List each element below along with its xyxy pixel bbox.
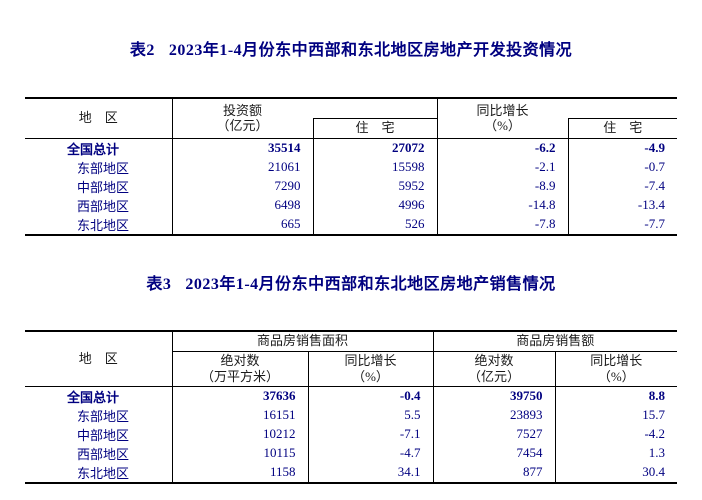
table3-title-text: 2023年1-4月份东中西部和东北地区房地产销售情况 [185, 276, 556, 293]
region-cell: 东部地区 [77, 160, 130, 176]
header-area-growth: 同比增长 （%） [307, 351, 434, 387]
value-cell: -7.7 [567, 214, 677, 235]
table-row: 西部地区 6498 4996 -14.8 -13.4 [25, 195, 677, 215]
table-row: 全国总计 35514 27072 -6.2 -4.9 [25, 138, 677, 158]
table3-title: 表3 2023年1-4月份东中西部和东北地区房地产销售情况 [0, 270, 702, 294]
value-cell: 30.4 [554, 462, 678, 483]
value-cell: 665 [171, 214, 313, 235]
value-cell: 4996 [312, 195, 437, 215]
region-cell: 全国总计 [67, 389, 120, 405]
value-cell: 6498 [171, 195, 313, 215]
value-cell: 35514 [171, 138, 313, 158]
header-spacer [568, 98, 677, 118]
value-cell: 16151 [171, 405, 308, 425]
sales-table-header: 地 区 商品房销售面积 商品房销售额 绝对数 （万平方米） 同比增长 （%） 绝… [25, 331, 678, 387]
region-cell: 西部地区 [77, 198, 130, 214]
value-cell: 7527 [432, 424, 556, 444]
value-cell: 5.5 [307, 405, 434, 425]
region-cell: 东部地区 [77, 408, 130, 424]
value-cell: 15.7 [554, 405, 678, 425]
value-cell: -13.4 [567, 195, 677, 215]
region-cell: 全国总计 [67, 141, 120, 157]
header-investment-amount: 投资额 （亿元） [172, 98, 313, 139]
value-cell: -8.9 [436, 176, 568, 196]
value-cell: -0.4 [307, 386, 434, 406]
table2-title: 表2 2023年1-4月份东中西部和东北地区房地产开发投资情况 [0, 36, 702, 60]
value-cell: -7.4 [567, 176, 677, 196]
header-sales-area-group: 商品房销售面积 [172, 331, 434, 352]
value-cell: 27072 [312, 138, 437, 158]
value-cell: 37636 [171, 386, 308, 406]
table-row: 东北地区 1158 34.1 877 30.4 [25, 462, 678, 483]
value-cell: -2.1 [436, 157, 568, 177]
value-cell: 1158 [171, 462, 308, 483]
value-cell: 23893 [432, 405, 556, 425]
region-cell: 西部地区 [77, 446, 130, 462]
value-cell: 39750 [432, 386, 556, 406]
investment-table: 地 区 投资额 （亿元） 同比增长 （%） 住 宅 住 宅 全国总计 35514… [25, 97, 677, 236]
region-cell: 东北地区 [77, 465, 130, 481]
header-area-absolute: 绝对数 （万平方米） [172, 351, 308, 387]
header-residential-growth: 住 宅 [567, 117, 677, 139]
table-row: 西部地区 10115 -4.7 7454 1.3 [25, 443, 678, 463]
header-region: 地 区 [25, 331, 173, 387]
value-cell: 10115 [171, 443, 308, 463]
table3-label: 表3 [146, 276, 172, 293]
region-cell: 中部地区 [77, 427, 130, 443]
value-cell: 8.8 [554, 386, 678, 406]
value-cell: -14.8 [436, 195, 568, 215]
table2-label: 表2 [129, 42, 155, 59]
table-row: 中部地区 10212 -7.1 7527 -4.2 [25, 424, 678, 444]
value-cell: 10212 [171, 424, 308, 444]
value-cell: -4.9 [567, 138, 677, 158]
value-cell: -7.8 [436, 214, 568, 235]
region-cell: 中部地区 [77, 179, 130, 195]
sales-table: 地 区 商品房销售面积 商品房销售额 绝对数 （万平方米） 同比增长 （%） 绝… [25, 330, 678, 484]
value-cell: -4.7 [307, 443, 434, 463]
value-cell: 34.1 [307, 462, 434, 483]
value-cell: -4.2 [554, 424, 678, 444]
value-cell: -7.1 [307, 424, 434, 444]
table-row: 中部地区 7290 5952 -8.9 -7.4 [25, 176, 677, 196]
region-cell: 东北地区 [77, 217, 130, 233]
value-cell: 7454 [432, 443, 556, 463]
value-cell: 877 [432, 462, 556, 483]
value-cell: 7290 [171, 176, 313, 196]
header-sales-amount-group: 商品房销售额 [432, 331, 678, 352]
header-spacer [313, 98, 437, 118]
investment-table-header: 地 区 投资额 （亿元） 同比增长 （%） 住 宅 住 宅 [25, 98, 677, 139]
header-yoy-growth: 同比增长 （%） [436, 98, 568, 139]
header-amount-growth: 同比增长 （%） [554, 351, 678, 387]
header-region: 地 区 [25, 98, 173, 139]
investment-table-body: 全国总计 35514 27072 -6.2 -4.9 东部地区 21061 15… [25, 138, 677, 235]
table-row: 东部地区 16151 5.5 23893 15.7 [25, 405, 678, 425]
table-row: 东部地区 21061 15598 -2.1 -0.7 [25, 157, 677, 177]
table-row: 东北地区 665 526 -7.8 -7.7 [25, 214, 677, 235]
table-row: 全国总计 37636 -0.4 39750 8.8 [25, 386, 678, 406]
value-cell: -0.7 [567, 157, 677, 177]
value-cell: 21061 [171, 157, 313, 177]
header-amount-absolute: 绝对数 （亿元） [432, 351, 556, 387]
value-cell: 1.3 [554, 443, 678, 463]
value-cell: 5952 [312, 176, 437, 196]
sales-table-body: 全国总计 37636 -0.4 39750 8.8 东部地区 16151 5.5… [25, 386, 678, 483]
table2-title-text: 2023年1-4月份东中西部和东北地区房地产开发投资情况 [168, 42, 573, 59]
value-cell: -6.2 [436, 138, 568, 158]
header-residential-investment: 住 宅 [312, 117, 437, 139]
value-cell: 15598 [312, 157, 437, 177]
value-cell: 526 [312, 214, 437, 235]
